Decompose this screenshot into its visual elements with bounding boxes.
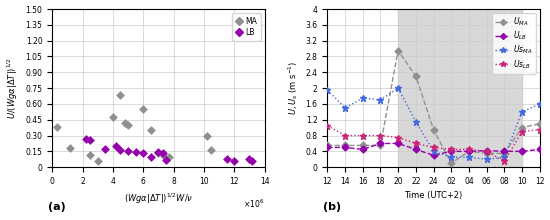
Bar <box>398 9 522 167</box>
Point <box>52 125 61 129</box>
Point <box>158 153 167 156</box>
Point <box>86 153 95 156</box>
Point <box>86 138 95 141</box>
Point <box>124 123 133 127</box>
Point <box>222 157 231 161</box>
Text: (b): (b) <box>323 202 341 212</box>
Y-axis label: $U/(Wg\alpha|\Delta T|)^{1/2}$: $U/(Wg\alpha|\Delta T|)^{1/2}$ <box>6 57 20 119</box>
Point <box>146 128 155 132</box>
Point <box>245 157 254 161</box>
Point <box>124 150 133 153</box>
Point <box>207 148 216 152</box>
Point <box>112 144 120 148</box>
Point <box>164 155 173 158</box>
Point <box>154 152 163 155</box>
Point <box>146 155 155 158</box>
Point <box>158 152 167 155</box>
Point <box>120 121 129 125</box>
Point <box>94 159 102 163</box>
Point <box>162 158 170 161</box>
Text: $\times 10^6$: $\times 10^6$ <box>243 198 265 210</box>
Legend: MA, LB: MA, LB <box>232 13 261 41</box>
X-axis label: Time (UTC+2): Time (UTC+2) <box>404 191 463 200</box>
Point <box>139 152 147 155</box>
Point <box>248 159 257 163</box>
Point <box>230 159 239 163</box>
Point <box>101 147 109 151</box>
Point <box>116 148 125 152</box>
Point <box>116 94 125 97</box>
Point <box>81 137 90 141</box>
Point <box>131 151 140 154</box>
Point <box>154 151 163 154</box>
Legend: $U_{MA}$, $U_{LB}$, $Us_{MA}$, $Us_{LB}$: $U_{MA}$, $U_{LB}$, $Us_{MA}$, $Us_{LB}$ <box>492 13 536 73</box>
X-axis label: $(Wg\alpha|\Delta T|)^{1/2}W/\nu$: $(Wg\alpha|\Delta T|)^{1/2}W/\nu$ <box>124 191 193 206</box>
Point <box>139 107 147 111</box>
Point <box>108 115 117 118</box>
Text: (a): (a) <box>48 202 66 212</box>
Point <box>202 134 211 137</box>
Point <box>66 147 75 150</box>
Y-axis label: $U, U_s$ (m s$^{-1}$): $U, U_s$ (m s$^{-1}$) <box>286 61 300 115</box>
